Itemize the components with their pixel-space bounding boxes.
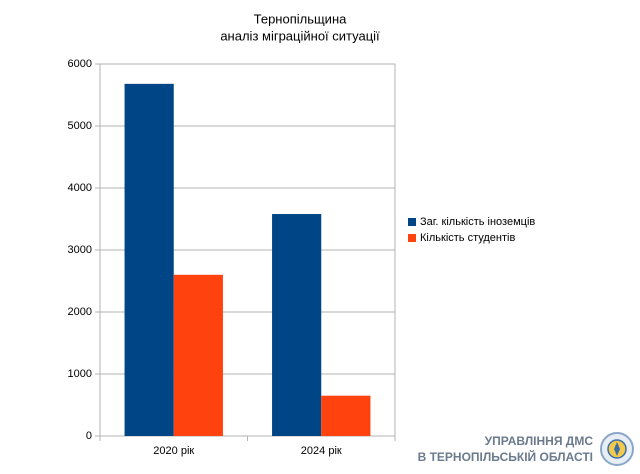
bar xyxy=(321,395,371,436)
bar xyxy=(124,83,174,436)
footer-line: В ТЕРНОПІЛЬСЬКІЙ ОБЛАСТІ xyxy=(418,449,593,464)
x-tick-label: 2024 рік xyxy=(301,445,342,457)
legend-swatch xyxy=(408,234,416,242)
y-tick-label: 2000 xyxy=(68,306,92,318)
y-tick-label: 4000 xyxy=(68,182,92,194)
chart-title: Тернопільщина xyxy=(254,11,348,26)
y-tick-label: 1000 xyxy=(68,368,92,380)
footer-line: УПРАВЛІННЯ ДМС xyxy=(485,434,594,448)
chart-subtitle: аналіз міграційної ситуації xyxy=(220,28,380,43)
bar xyxy=(272,214,322,436)
bar xyxy=(173,274,223,436)
emblem xyxy=(600,432,634,466)
y-tick-label: 3000 xyxy=(68,244,92,256)
legend-label: Заг. кількість іноземців xyxy=(420,216,535,228)
x-tick-label: 2020 рік xyxy=(153,445,194,457)
y-tick-label: 5000 xyxy=(68,120,92,132)
y-tick-label: 6000 xyxy=(68,58,92,70)
legend-label: Кількість студентів xyxy=(420,232,515,244)
legend-swatch xyxy=(408,218,416,226)
y-tick-label: 0 xyxy=(86,430,92,442)
